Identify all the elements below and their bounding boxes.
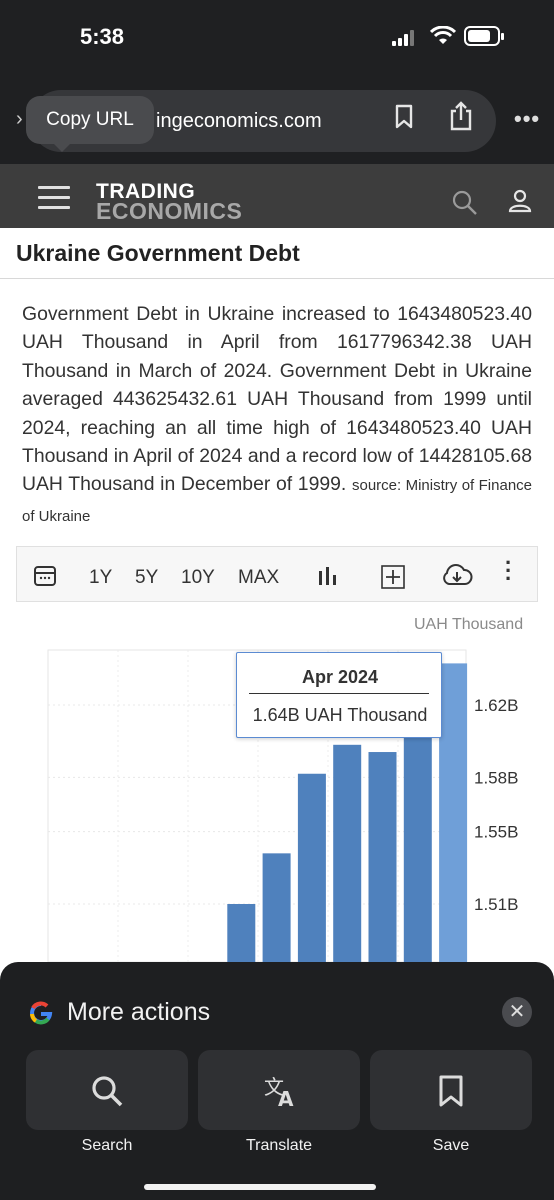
logo-bottom[interactable]: ECONOMICS: [96, 198, 243, 224]
search-icon[interactable]: [452, 190, 478, 216]
y-tick-label: 1.58B: [474, 768, 518, 787]
chart-bar[interactable]: [439, 663, 468, 962]
chart-bar[interactable]: [227, 904, 256, 962]
share-icon[interactable]: [448, 100, 474, 132]
svg-text:文: 文: [264, 1075, 284, 1099]
signal-icon: [392, 30, 420, 46]
search-action-button[interactable]: [26, 1050, 188, 1130]
svg-text:A: A: [278, 1087, 294, 1108]
translate-action-label: Translate: [245, 1137, 313, 1154]
user-icon[interactable]: [508, 188, 532, 214]
chart-bar[interactable]: [333, 744, 362, 962]
close-icon[interactable]: ✕: [502, 997, 532, 1027]
wifi-icon: [430, 26, 456, 44]
search-action-label: Search: [81, 1137, 133, 1154]
tooltip-date: Apr 2024: [301, 667, 379, 687]
translate-action-button[interactable]: 文 A: [198, 1050, 360, 1130]
page-title: Ukraine Government Debt: [16, 240, 300, 266]
tooltip-divider: [249, 693, 429, 694]
chart-container: 1Y 5Y 10Y MAX · · ·: [16, 546, 538, 966]
search-icon: [92, 1076, 123, 1107]
tooltip-value: 1.64B UAH Thousand: [252, 705, 428, 725]
copy-url-tooltip[interactable]: Copy URL: [26, 96, 154, 152]
more-options-icon[interactable]: •••: [514, 106, 541, 131]
save-action-button[interactable]: [370, 1050, 532, 1130]
kebab-menu-icon[interactable]: · · ·: [505, 550, 513, 591]
download-icon[interactable]: [441, 564, 473, 588]
unit-label: UAH Thousand: [414, 616, 524, 633]
y-tick-label: 1.51B: [474, 895, 518, 914]
chart-bar[interactable]: [368, 752, 397, 962]
chart-tooltip: Apr 2024 1.64B UAH Thousand: [236, 652, 442, 738]
bookmark-icon: [439, 1075, 463, 1107]
chart-bar[interactable]: [262, 853, 291, 962]
url-text[interactable]: ingeconomics.com: [156, 110, 322, 132]
range-10y-button[interactable]: 10Y: [181, 567, 215, 588]
source-link[interactable]: source: Ministry of Finance of Ukraine: [22, 477, 533, 525]
chart-toolbar: 1Y 5Y 10Y MAX · · ·: [16, 546, 538, 602]
more-actions-sheet: More actions ✕ Search 文 A Translate Save: [0, 962, 554, 1200]
battery-icon: [464, 26, 504, 46]
menu-icon[interactable]: [38, 186, 70, 210]
range-5y-button[interactable]: 5Y: [135, 567, 159, 588]
logo-top[interactable]: TRADING: [96, 180, 196, 203]
chevron-left-icon[interactable]: ›: [16, 108, 23, 130]
save-action-label: Save: [432, 1137, 470, 1154]
home-indicator: [144, 1184, 376, 1190]
range-max-button[interactable]: MAX: [238, 567, 280, 588]
bookmark-icon[interactable]: [394, 104, 414, 130]
description-text: Government Debt in Ukraine increased to …: [22, 303, 532, 496]
y-tick-label: 1.55B: [474, 823, 518, 842]
status-bar: 5:38: [0, 0, 554, 76]
add-icon[interactable]: [381, 565, 405, 589]
y-tick-label: 1.62B: [474, 696, 518, 715]
translate-icon: 文 A: [264, 1075, 294, 1108]
browser-toolbar: › ingeconomics.com ••• Copy URL: [0, 76, 554, 164]
range-1y-button[interactable]: 1Y: [89, 567, 113, 588]
chart-bar[interactable]: [403, 710, 432, 962]
bar-chart-icon[interactable]: [317, 565, 339, 587]
chart-bar[interactable]: [297, 773, 326, 962]
description: Government Debt in Ukraine increased to …: [22, 300, 532, 531]
site-header: TRADING ECONOMICS: [0, 164, 554, 228]
divider: [0, 278, 554, 279]
google-logo-icon: [30, 1001, 53, 1025]
calendar-icon[interactable]: [33, 563, 57, 587]
status-time: 5:38: [80, 24, 125, 49]
sheet-title: More actions: [67, 998, 211, 1026]
